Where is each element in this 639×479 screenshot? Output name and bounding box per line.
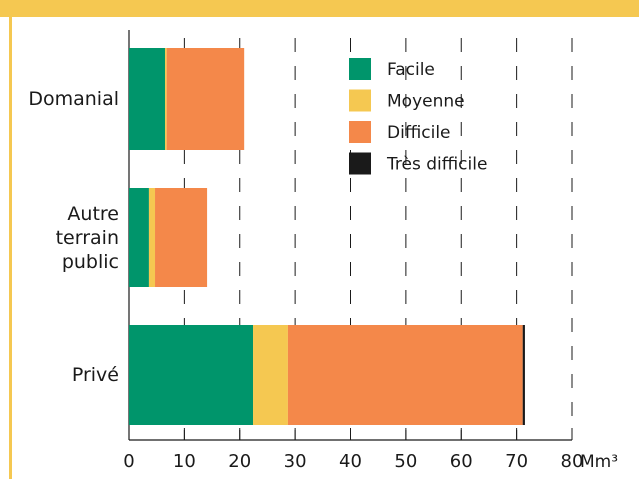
left-border [9, 17, 12, 479]
legend-swatch [349, 121, 371, 143]
x-tick-label: 30 [284, 451, 307, 472]
legend-label: Moyenne [387, 92, 465, 112]
header-band [0, 0, 639, 17]
bar-segment [148, 188, 156, 287]
legend-label: Difficile [387, 123, 451, 143]
bar-segment [155, 188, 208, 287]
x-tick-label: 0 [123, 451, 134, 472]
bar-segment [166, 48, 245, 150]
x-tick-label: 60 [450, 451, 473, 472]
x-tick-label: 40 [339, 451, 362, 472]
category-label: Privé [71, 364, 119, 386]
category-label: Domanial [28, 88, 119, 110]
x-tick-label: 80 [561, 451, 584, 472]
x-tick-label: 10 [173, 451, 196, 472]
bar-segment [129, 325, 254, 425]
bar-segment [522, 325, 525, 425]
bar-segment [287, 325, 523, 425]
legend-swatch [349, 89, 371, 112]
bar-segment [129, 188, 149, 287]
legend-swatch [349, 58, 371, 80]
bar-segment [164, 48, 167, 150]
bar-segment [129, 48, 165, 150]
x-tick-label: 20 [228, 451, 251, 472]
x-tick-label: 50 [394, 451, 417, 472]
x-unit: Mm³ [580, 452, 618, 472]
legend-label: Très difficile [386, 155, 487, 175]
legend-swatch [349, 152, 371, 175]
bar-segment [253, 325, 288, 425]
category-label: Autre terrain public [55, 202, 119, 273]
legend-label: Facile [387, 60, 435, 80]
x-tick-label: 70 [505, 451, 528, 472]
